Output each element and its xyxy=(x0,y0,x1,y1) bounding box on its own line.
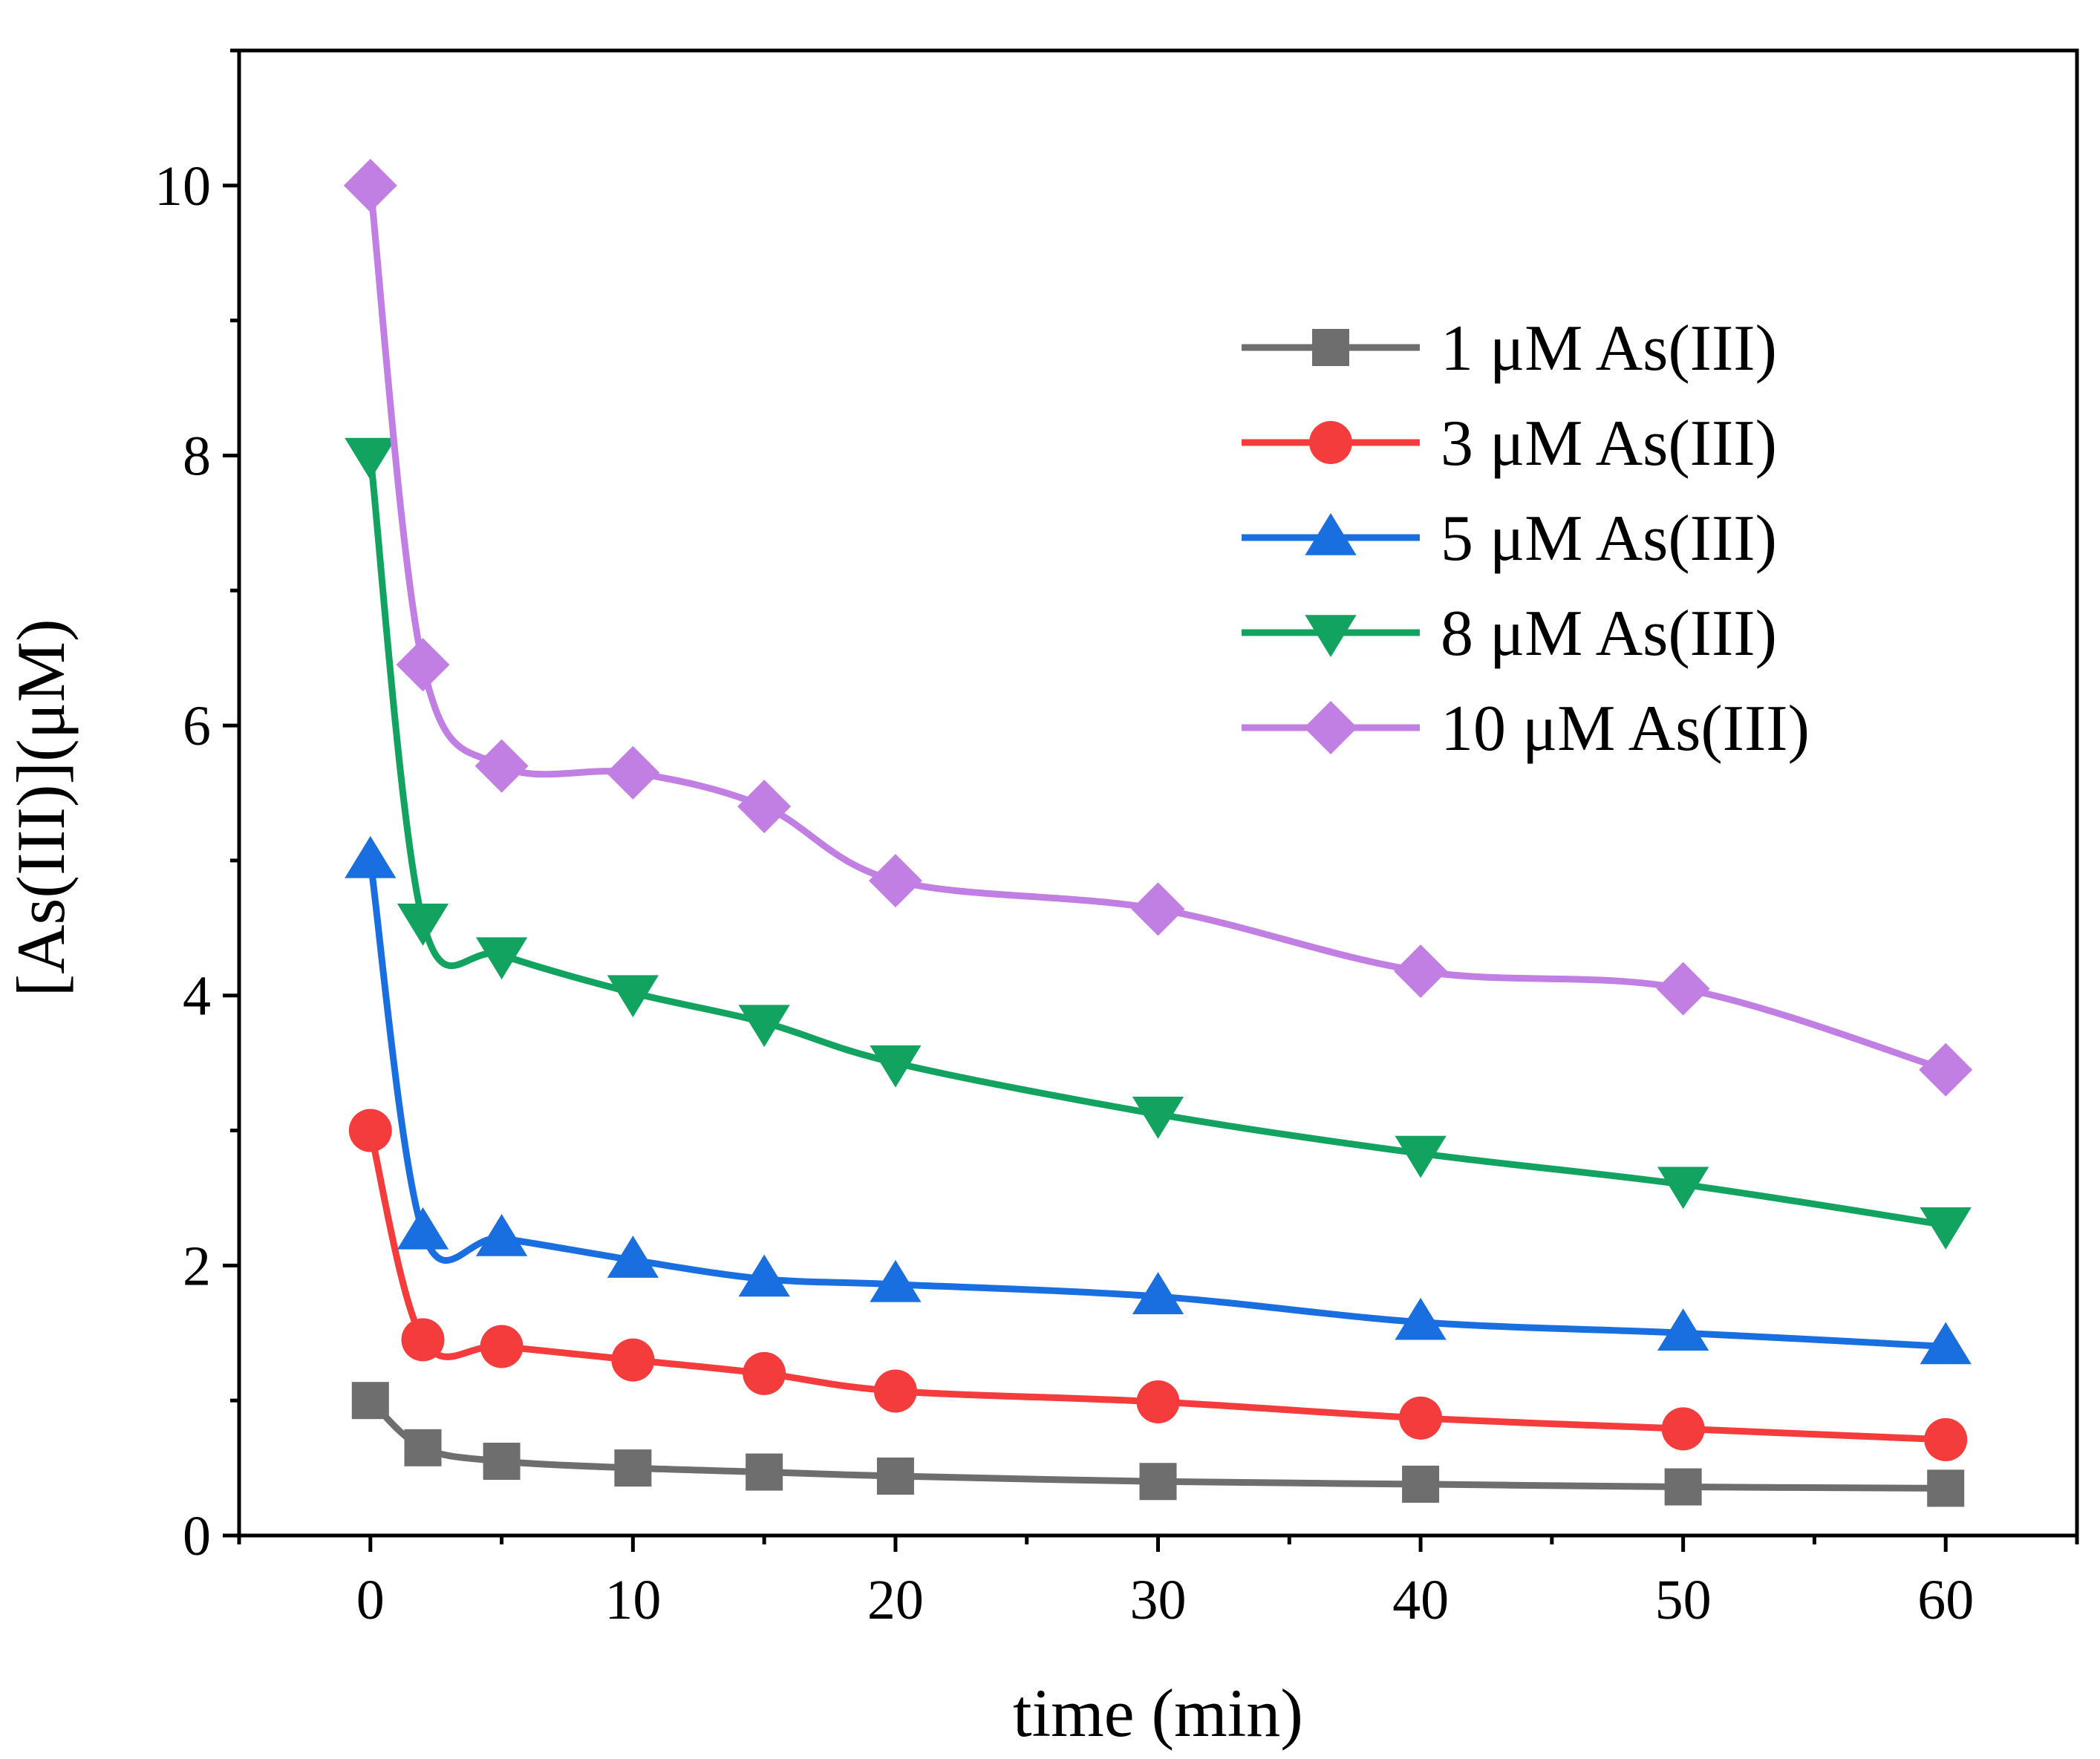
x-tick-label: 40 xyxy=(1392,1569,1449,1631)
data-point xyxy=(738,1254,790,1297)
data-point xyxy=(351,1382,389,1420)
data-point xyxy=(1924,1417,1968,1461)
data-point xyxy=(868,854,922,908)
legend-label: 8 μM As(III) xyxy=(1441,598,1777,670)
legend: 1 μM As(III) 3 μM As(III) 5 μM As(III) 8 μM… xyxy=(1242,313,1810,765)
data-point xyxy=(1657,1308,1709,1351)
y-tick-label: 4 xyxy=(183,965,211,1028)
series-2 xyxy=(348,1109,1968,1461)
data-point xyxy=(480,1325,524,1368)
data-point xyxy=(607,1236,659,1278)
y-tick-label: 10 xyxy=(154,155,211,218)
data-point xyxy=(1664,1468,1702,1506)
data-point xyxy=(1656,962,1710,1016)
data-point xyxy=(1139,1463,1177,1501)
x-tick-label: 30 xyxy=(1130,1569,1187,1631)
data-point xyxy=(475,739,529,793)
y-axis: 0 2 4 6 8 10 xyxy=(154,48,239,1567)
data-point xyxy=(1920,1207,1972,1250)
series-1 xyxy=(351,1382,1965,1507)
data-point xyxy=(1920,1322,1972,1365)
legend-item: 3 μM As(III) xyxy=(1242,408,1777,480)
data-point xyxy=(870,1045,922,1088)
plot-series xyxy=(343,158,1973,1507)
data-point xyxy=(404,1429,442,1466)
x-tick-label: 50 xyxy=(1655,1569,1712,1631)
data-point xyxy=(345,835,397,878)
y-tick-label: 8 xyxy=(183,425,211,487)
data-point xyxy=(1394,944,1448,998)
data-point xyxy=(737,780,792,834)
legend-marker xyxy=(1305,513,1357,555)
series-line xyxy=(367,860,1946,1350)
legend-item: 8 μM As(III) xyxy=(1242,598,1777,670)
data-point xyxy=(348,1109,392,1152)
data-point xyxy=(475,937,528,980)
x-axis: 0 10 20 30 40 50 60 xyxy=(237,1536,2079,1631)
data-point xyxy=(475,1214,528,1256)
x-axis-title: time (min) xyxy=(1013,1675,1303,1751)
data-point xyxy=(1136,1380,1180,1423)
y-tick-label: 0 xyxy=(183,1505,211,1567)
data-point xyxy=(397,1207,449,1250)
series-5 xyxy=(343,158,1973,1097)
data-point xyxy=(606,745,660,800)
data-point xyxy=(396,638,450,692)
x-tick-label: 0 xyxy=(356,1569,385,1631)
data-point xyxy=(1919,1042,1973,1097)
data-point xyxy=(607,975,659,1018)
y-tick-label: 2 xyxy=(183,1235,211,1297)
data-point xyxy=(873,1369,917,1413)
data-point xyxy=(343,158,397,212)
data-point xyxy=(746,1453,783,1491)
data-point xyxy=(611,1338,655,1382)
x-tick-label: 10 xyxy=(604,1569,661,1631)
legend-label: 1 μM As(III) xyxy=(1441,313,1777,385)
legend-label: 5 μM As(III) xyxy=(1441,503,1777,575)
legend-item: 5 μM As(III) xyxy=(1242,503,1777,575)
legend-marker xyxy=(1312,329,1349,366)
data-point xyxy=(614,1449,652,1487)
x-tick-label: 20 xyxy=(867,1569,924,1631)
legend-marker xyxy=(1305,615,1357,657)
x-tick-label: 60 xyxy=(1917,1569,1974,1631)
y-tick-label: 6 xyxy=(183,695,211,757)
series-4 xyxy=(345,437,1972,1250)
data-point xyxy=(1661,1407,1705,1451)
data-point xyxy=(1402,1465,1440,1503)
data-point xyxy=(743,1351,786,1395)
legend-label: 10 μM As(III) xyxy=(1441,693,1810,765)
legend-item: 10 μM As(III) xyxy=(1242,693,1810,765)
legend-marker xyxy=(1309,421,1352,464)
series-3 xyxy=(345,835,1972,1365)
data-point xyxy=(1132,1272,1184,1314)
y-axis-title: [As(III)](μM) xyxy=(3,619,79,996)
data-point xyxy=(1131,882,1185,936)
data-point xyxy=(870,1259,922,1302)
data-point xyxy=(738,1005,790,1048)
legend-item: 1 μM As(III) xyxy=(1242,313,1777,385)
data-point xyxy=(876,1458,914,1495)
data-point xyxy=(1132,1096,1184,1139)
data-point xyxy=(1395,1135,1447,1178)
data-point xyxy=(397,903,449,946)
data-point xyxy=(1399,1396,1443,1440)
legend-label: 3 μM As(III) xyxy=(1441,408,1777,480)
legend-marker xyxy=(1304,701,1357,754)
data-point xyxy=(345,437,397,480)
data-point xyxy=(401,1318,445,1362)
data-point xyxy=(1395,1297,1447,1340)
data-point xyxy=(1657,1166,1709,1210)
data-point xyxy=(1927,1469,1965,1507)
data-point xyxy=(483,1443,521,1480)
